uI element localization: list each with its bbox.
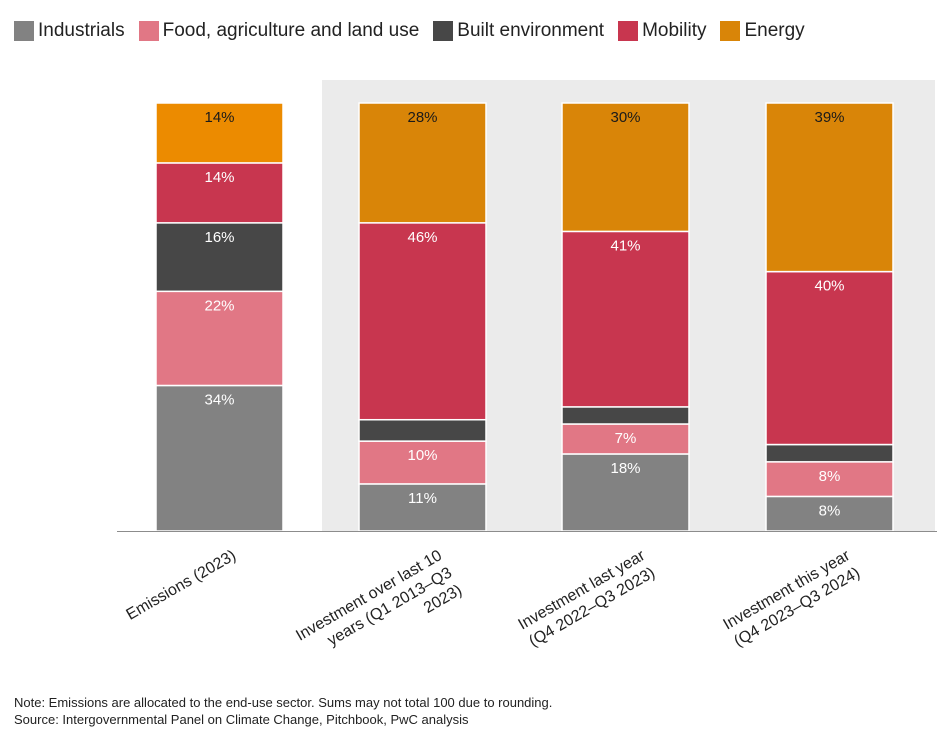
bar-segment-energy-2: [358, 102, 487, 224]
legend-item-energy: Energy: [720, 20, 805, 42]
data-label-mobility-3: 41%: [610, 237, 640, 254]
data-label-mobility-2: 46%: [407, 229, 437, 246]
data-label-energy-2: 28%: [407, 109, 437, 126]
bar-segment-food-agriculture-and-land-use-4: [765, 461, 894, 498]
bar-segment-mobility-4: [765, 270, 894, 446]
bar-segment-mobility-3: [561, 230, 690, 408]
legend-label-mobility: Mobility: [642, 20, 707, 41]
legend-swatch-energy: [720, 21, 741, 41]
bar-segment-energy-1: [155, 102, 284, 164]
category-label-1: Emissions (2023): [123, 547, 239, 624]
category-label-4: Investment this year(Q4 2023–Q3 2024): [721, 547, 864, 651]
footnote: Note: Emissions are allocated to the end…: [14, 694, 552, 728]
data-label-food-agriculture-and-land-use-4: 8%: [819, 468, 841, 485]
data-label-food-agriculture-and-land-use-1: 22%: [204, 297, 234, 314]
data-label-industrials-3: 18%: [610, 460, 640, 477]
bar-segment-industrials-3: [561, 453, 690, 532]
data-label-mobility-1: 14%: [204, 169, 234, 186]
bar-segment-food-agriculture-and-land-use-1: [155, 290, 284, 387]
bar-segment-energy-4: [765, 102, 894, 273]
legend-label-industrials: Industrials: [38, 20, 125, 41]
category-label-line: Emissions (2023): [123, 547, 239, 624]
data-label-built-environment-1: 16%: [204, 229, 234, 246]
footnote-note: Note: Emissions are allocated to the end…: [14, 695, 553, 710]
bar-segment-built-environment-2: [358, 418, 487, 442]
bar-segment-built-environment-1: [155, 222, 284, 293]
legend-swatch-built-environment: [433, 21, 454, 41]
data-label-energy-3: 30%: [610, 109, 640, 126]
legend-label-built-environment: Built environment: [457, 20, 605, 41]
legend-swatch-food-agriculture: [138, 21, 159, 41]
data-label-energy-4: 39%: [814, 109, 844, 126]
data-label-food-agriculture-and-land-use-3: 7%: [615, 430, 637, 447]
stacked-bar-chart: 34% 22% 16% 14% 14% 11% 10% 46% 28% 18% 7% 41% 30% 8%…: [117, 80, 937, 679]
data-label-food-agriculture-and-land-use-2: 10%: [407, 447, 437, 464]
data-label-industrials-2: 11%: [408, 490, 437, 507]
data-label-energy-1: 14%: [204, 109, 234, 126]
bar-segment-mobility-2: [358, 222, 487, 421]
bar-segment-food-agriculture-and-land-use-3: [561, 423, 690, 455]
legend-swatch-mobility: [618, 21, 639, 41]
data-label-mobility-4: 40%: [814, 278, 844, 295]
data-label-industrials-1: 34%: [204, 391, 234, 408]
chart-legend: Industrials Food, agriculture and land u…: [14, 20, 819, 42]
footnote-source: Source: Intergovernmental Panel on Clima…: [14, 712, 469, 727]
legend-swatch-industrials: [14, 21, 34, 41]
legend-item-mobility: Mobility: [618, 20, 706, 42]
legend-label-food-agriculture: Food, agriculture and land use: [162, 20, 420, 41]
bar-segment-energy-3: [561, 102, 690, 233]
bar-segment-built-environment-4: [765, 443, 894, 463]
bar-segment-built-environment-3: [561, 406, 690, 425]
legend-label-energy: Energy: [744, 20, 805, 41]
legend-item-food-agriculture: Food, agriculture and land use: [138, 20, 420, 42]
data-label-industrials-4: 8%: [819, 502, 841, 519]
category-label-2: Investment over last 10years (Q1 2013–Q3…: [293, 547, 465, 679]
legend-item-industrials: Industrials: [14, 20, 125, 42]
bar-segment-industrials-1: [155, 384, 284, 532]
category-label-3: Investment last year(Q4 2022–Q3 2023): [516, 547, 659, 651]
legend-item-built-environment: Built environment: [433, 20, 604, 42]
